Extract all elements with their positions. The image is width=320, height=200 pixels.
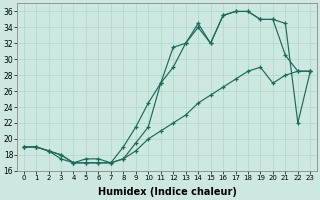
X-axis label: Humidex (Indice chaleur): Humidex (Indice chaleur) — [98, 187, 236, 197]
